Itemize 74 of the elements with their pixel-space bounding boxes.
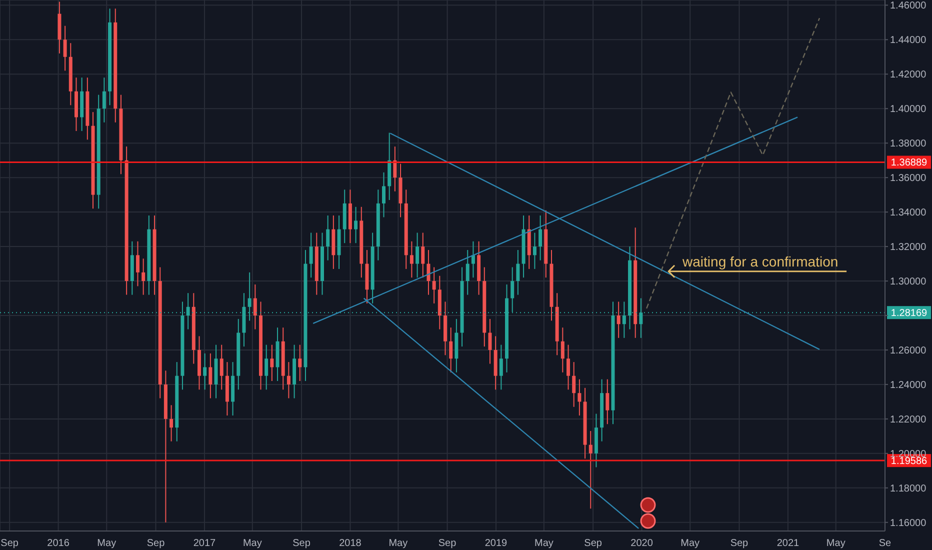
- candlestick: [532, 232, 536, 270]
- candlestick: [466, 249, 470, 296]
- candlestick: [421, 232, 425, 278]
- candlestick: [588, 430, 592, 510]
- ref-line-label: 1.28169: [890, 308, 928, 320]
- candlestick: [309, 232, 313, 278]
- candlestick: [270, 344, 274, 382]
- candlestick: [208, 352, 212, 399]
- candlestick: [102, 77, 106, 123]
- candlestick: [298, 344, 302, 382]
- x-tick-label: May: [242, 538, 262, 550]
- y-tick-label: 1.32000: [890, 242, 927, 254]
- y-tick-label: 1.16000: [890, 518, 927, 529]
- candlestick: [516, 249, 520, 296]
- y-tick-label: 1.26000: [890, 346, 927, 357]
- candlestick: [203, 352, 207, 390]
- y-tick-label: 1.44000: [890, 35, 927, 46]
- candlestick: [578, 378, 582, 416]
- candlestick: [382, 172, 386, 218]
- candlestick: [416, 232, 420, 278]
- x-tick-label: Sep: [292, 538, 311, 550]
- x-tick-label: 2021: [776, 538, 800, 550]
- y-tick-label: 1.42000: [890, 70, 927, 81]
- annotation: waiting for a confirmation: [682, 253, 838, 270]
- candlestick: [566, 344, 570, 390]
- ref-line-label: 1.36889: [890, 158, 928, 169]
- y-tick-label: 1.30000: [890, 276, 927, 288]
- x-tick-label: Se: [878, 538, 892, 550]
- x-tick-label: May: [388, 538, 408, 550]
- x-tick-label: Sep: [730, 538, 749, 550]
- x-tick-label: 2018: [339, 538, 362, 550]
- candlestick: [393, 146, 397, 192]
- candlestick: [499, 344, 503, 390]
- x-tick-label: 2020: [630, 538, 654, 550]
- candlestick: [354, 206, 358, 244]
- x-tick-label: May: [826, 538, 846, 550]
- x-tick-label: Sep: [438, 538, 457, 550]
- x-tick-label: 2016: [47, 538, 70, 550]
- candlestick: [488, 318, 492, 364]
- candlestick: [136, 240, 140, 287]
- candlestick: [432, 266, 436, 304]
- candlestick: [170, 404, 174, 442]
- candlestick: [616, 301, 620, 338]
- candlestick: [220, 344, 224, 390]
- x-tick-label: May: [534, 538, 554, 550]
- candlestick: [449, 327, 453, 373]
- candlestick: [538, 215, 542, 261]
- candlestick: [606, 378, 610, 425]
- candlestick: [264, 344, 268, 390]
- y-tick-label: 1.38000: [890, 138, 927, 150]
- candlestick: [410, 240, 414, 278]
- y-tick-label: 1.18000: [890, 483, 927, 494]
- x-tick-label: Sep: [146, 538, 166, 550]
- candlestick: [142, 258, 146, 296]
- y-tick-label: 1.36000: [890, 173, 927, 184]
- candlestick: [286, 362, 290, 399]
- y-tick-label: 1.46000: [890, 0, 927, 12]
- x-tick-label: 2017: [193, 538, 216, 550]
- candlestick: [253, 284, 257, 330]
- x-tick-label: Sep: [584, 538, 602, 550]
- y-tick-label: 1.34000: [890, 208, 927, 219]
- x-tick-label: Sep: [0, 538, 19, 550]
- x-tick-label: 2019: [484, 538, 508, 550]
- y-tick-label: 1.22000: [890, 414, 927, 426]
- candlestick: [63, 25, 67, 72]
- x-tick-label: May: [680, 538, 700, 550]
- candlestick: [326, 215, 330, 261]
- candlestick: [560, 327, 564, 373]
- candlestick: [471, 240, 475, 278]
- x-tick-label: May: [97, 538, 116, 550]
- candlestick: [572, 362, 576, 408]
- candlestick: [426, 249, 430, 296]
- y-tick-label: 1.24000: [890, 380, 927, 392]
- y-tick-label: 1.40000: [890, 104, 927, 116]
